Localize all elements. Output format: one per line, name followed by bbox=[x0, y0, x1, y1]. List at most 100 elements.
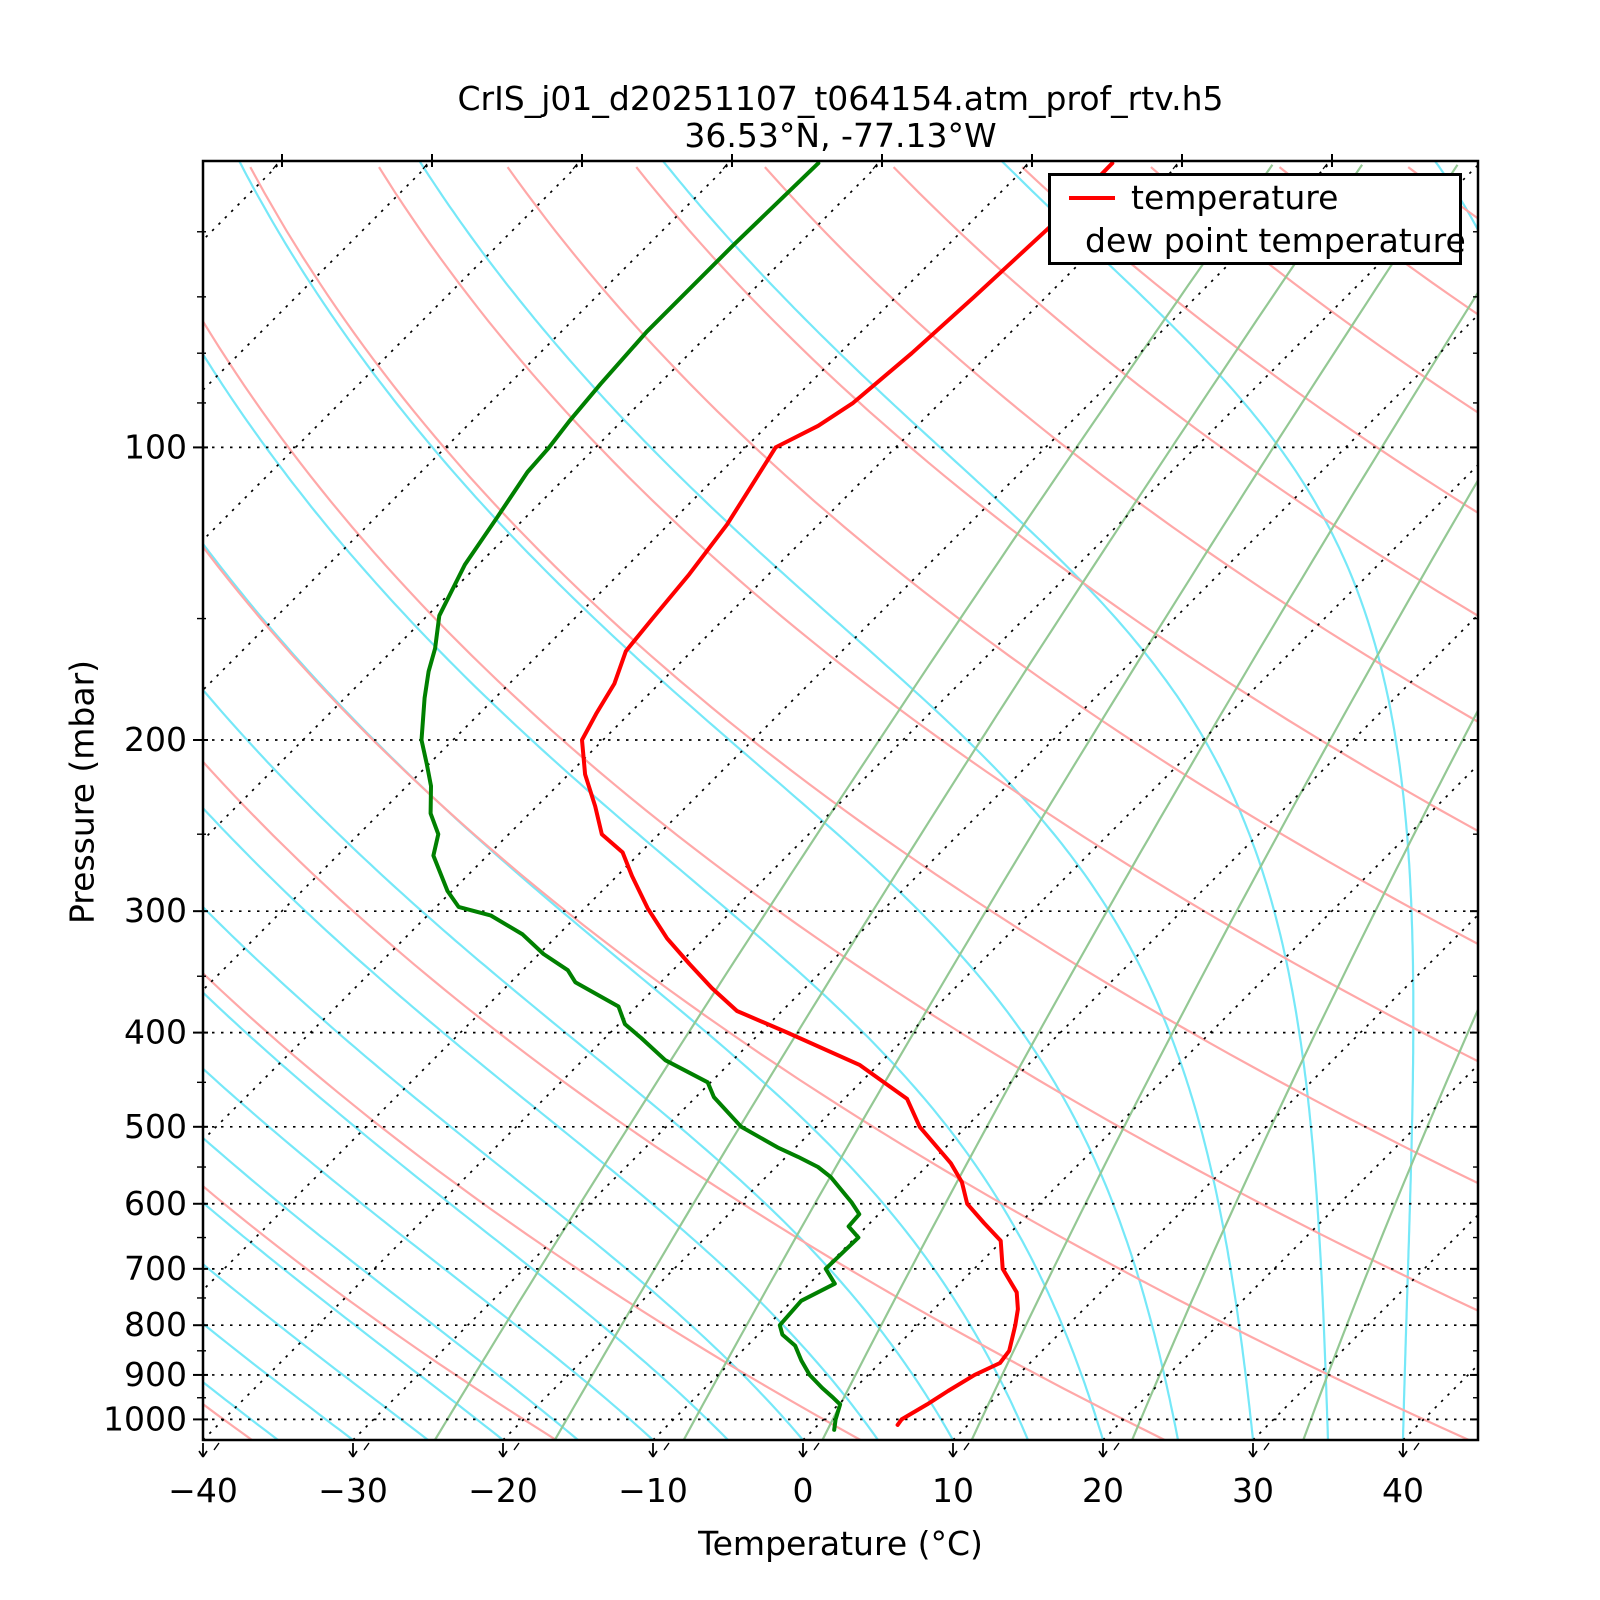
legend-label-temperature: temperature bbox=[1131, 178, 1339, 217]
x-tick-skew-mark bbox=[1263, 1442, 1270, 1451]
moist-adiabat-line bbox=[1433, 161, 1478, 1440]
isotherm-line bbox=[952, 913, 1478, 1440]
x-tick-label: 10 bbox=[932, 1471, 974, 1510]
y-axis-label: Pressure (mbar) bbox=[62, 659, 102, 925]
dry-adiabat-line bbox=[892, 166, 1478, 618]
x-tick-arrow bbox=[1252, 1450, 1258, 1458]
moist-adiabat-line bbox=[203, 542, 1030, 1440]
moist-adiabat-line bbox=[203, 1322, 354, 1440]
top-tick-skew-mark bbox=[572, 163, 578, 170]
x-tick-arrow bbox=[198, 1450, 204, 1458]
mixing-ratio-line bbox=[1302, 1006, 1478, 1440]
x-tick-label: 40 bbox=[1382, 1471, 1424, 1510]
top-tick-skew-mark bbox=[1322, 163, 1328, 170]
isotherm-line bbox=[203, 161, 733, 692]
x-tick-arrow bbox=[802, 1450, 808, 1458]
mixing-ratio-line bbox=[970, 478, 1478, 1440]
top-tick-skew-mark bbox=[1172, 163, 1178, 170]
moist-adiabat-line bbox=[203, 1201, 504, 1440]
x-axis-label: Temperature (°C) bbox=[698, 1524, 983, 1563]
x-tick-skew-mark bbox=[363, 1442, 370, 1451]
x-tick-arrow bbox=[498, 1450, 504, 1458]
x-tick-arrow bbox=[348, 1450, 354, 1458]
plot-border bbox=[201, 159, 1480, 1442]
x-tick-arrow bbox=[1098, 1450, 1104, 1458]
x-tick-skew-mark bbox=[963, 1442, 970, 1451]
figure-subtitle: 36.53°N, -77.13°W bbox=[684, 116, 997, 155]
x-tick-arrow bbox=[952, 1450, 958, 1458]
y-tick-label: 1000 bbox=[103, 1399, 187, 1438]
x-tick-label: −30 bbox=[318, 1471, 388, 1510]
y-tick-label: 900 bbox=[124, 1355, 187, 1394]
legend-row-temperature: temperature bbox=[1051, 176, 1459, 219]
x-tick-skew-mark bbox=[1413, 1442, 1420, 1451]
mixing-ratio-line bbox=[553, 164, 1364, 1440]
top-tick-skew-mark bbox=[272, 163, 278, 170]
dew-point-curve bbox=[419, 161, 862, 1432]
x-tick-label: 20 bbox=[1082, 1471, 1124, 1510]
moist-adiabat-line bbox=[203, 1136, 579, 1440]
page-title: CrIS_j01_d20251107_t064154.atm_prof_rtv.… bbox=[457, 79, 1224, 118]
mixing-ratio-line bbox=[821, 290, 1478, 1440]
y-tick-label: 700 bbox=[124, 1249, 187, 1288]
legend-label-dew-point: dew point temperature bbox=[1085, 221, 1466, 260]
moist-adiabat-line bbox=[661, 161, 1330, 1440]
x-tick-arrow bbox=[648, 1450, 654, 1458]
legend-row-dew-point: dew point temperature bbox=[1051, 219, 1466, 262]
x-tick-arrow bbox=[1402, 1450, 1408, 1458]
x-tick-arrow bbox=[798, 1450, 804, 1458]
x-tick-arrow bbox=[352, 1450, 358, 1458]
x-tick-arrow bbox=[1102, 1450, 1108, 1458]
moist-adiabat-line bbox=[0, 156, 53, 1440]
top-tick-skew-mark bbox=[1022, 163, 1028, 170]
y-tick-label: 200 bbox=[124, 720, 187, 759]
isotherm-line bbox=[203, 161, 1333, 1292]
moist-adiabat-line bbox=[203, 806, 879, 1440]
dry-adiabat-line bbox=[1150, 166, 1478, 414]
x-tick-arrow bbox=[652, 1450, 658, 1458]
x-tick-label: −20 bbox=[468, 1471, 538, 1510]
dry-adiabat-line bbox=[203, 971, 862, 1440]
moist-adiabat-line bbox=[1000, 161, 1415, 1440]
moist-adiabat-line bbox=[203, 1438, 204, 1440]
y-tick-label: 600 bbox=[124, 1184, 187, 1223]
dry-adiabat-line bbox=[203, 1184, 557, 1440]
moist-adiabat-line bbox=[203, 905, 804, 1440]
temperature-curve bbox=[580, 161, 1115, 1427]
y-tick-label: 800 bbox=[124, 1305, 187, 1344]
mixing-ratio-line bbox=[433, 164, 1274, 1440]
top-tick-skew-mark bbox=[722, 163, 728, 170]
y-tick-label: 500 bbox=[124, 1107, 187, 1146]
x-tick-label: −10 bbox=[618, 1471, 688, 1510]
y-tick-label: 300 bbox=[124, 891, 187, 930]
dry-adiabat-line bbox=[203, 760, 1166, 1440]
x-tick-label: 0 bbox=[793, 1471, 814, 1510]
isotherm-line bbox=[352, 313, 1478, 1440]
mixing-ratio-line bbox=[682, 164, 1459, 1440]
x-tick-arrow bbox=[1248, 1450, 1254, 1458]
isotherm-line bbox=[1252, 1213, 1478, 1440]
x-tick-skew-mark bbox=[513, 1442, 520, 1451]
mixing-ratio-line bbox=[1483, 165, 1600, 1440]
moist-adiabat-line bbox=[237, 161, 1180, 1440]
temperature-line-swatch bbox=[1069, 195, 1115, 200]
isotherm-line bbox=[1102, 1063, 1478, 1440]
dry-adiabat-line bbox=[635, 166, 1478, 833]
isotherm-line bbox=[1402, 1363, 1478, 1440]
x-tick-skew-mark bbox=[663, 1442, 670, 1451]
legend: temperature dew point temperature bbox=[1048, 173, 1466, 265]
x-tick-arrow bbox=[202, 1450, 208, 1458]
dry-adiabat-line bbox=[506, 166, 1478, 946]
x-tick-skew-mark bbox=[1113, 1442, 1120, 1451]
moist-adiabat-line bbox=[203, 1067, 654, 1440]
mixing-ratio-line bbox=[1131, 708, 1478, 1440]
x-tick-arrow bbox=[948, 1450, 954, 1458]
moist-adiabat-line bbox=[203, 688, 954, 1440]
x-tick-label: −40 bbox=[168, 1471, 238, 1510]
moist-adiabat-line bbox=[203, 991, 729, 1440]
isotherm-line bbox=[652, 613, 1478, 1440]
x-tick-skew-mark bbox=[813, 1442, 820, 1451]
x-tick-skew-mark bbox=[213, 1442, 220, 1451]
